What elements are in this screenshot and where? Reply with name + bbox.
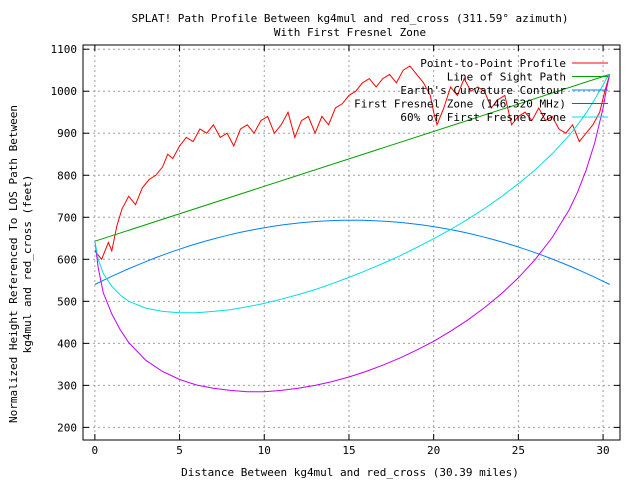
series-line-5 bbox=[94, 74, 611, 314]
x-tick-label: 0 bbox=[92, 444, 99, 457]
x-tick-label: 10 bbox=[258, 444, 271, 457]
x-tick-label: 30 bbox=[596, 444, 609, 457]
y-tick-label: 800 bbox=[57, 169, 77, 182]
legend-label-3: Earth's Curvature Contour bbox=[400, 84, 566, 97]
legend-label-5: 60% of First Fresnel Zone bbox=[400, 111, 566, 124]
series-line-1 bbox=[94, 65, 611, 261]
legend-label-1: Point-to-Point Profile bbox=[420, 57, 566, 70]
y-tick-label: 1000 bbox=[51, 85, 78, 98]
x-tick-label: 25 bbox=[512, 444, 525, 457]
legend-label-4: First Fresnel Zone (146.520 MHz) bbox=[354, 98, 566, 111]
series-layer bbox=[94, 65, 611, 393]
x-tick-label: 20 bbox=[427, 444, 440, 457]
series-line-4 bbox=[94, 74, 611, 393]
axis-tick-labels: 0 5 10 15 20 25 30 200 300 400 500 600 700 800 900 1000… bbox=[51, 43, 610, 457]
y-tick-label: 500 bbox=[57, 295, 77, 308]
chart-subtitle: With First Fresnel Zone bbox=[274, 26, 426, 39]
x-axis-label: Distance Between kg4mul and red_cross (3… bbox=[181, 466, 519, 479]
y-tick-label: 200 bbox=[57, 421, 77, 434]
x-tick-label: 5 bbox=[176, 444, 183, 457]
chart-title: SPLAT! Path Profile Between kg4mul and r… bbox=[131, 12, 568, 25]
y-axis-label-line2: kg4mul and red_cross (feet) bbox=[21, 175, 34, 354]
y-tick-label: 300 bbox=[57, 379, 77, 392]
series-line-2 bbox=[94, 73, 610, 242]
y-tick-label: 400 bbox=[57, 337, 77, 350]
plot-frame bbox=[82, 44, 621, 441]
y-tick-label: 1100 bbox=[51, 43, 78, 56]
series-line-3 bbox=[94, 219, 610, 285]
y-axis-label-line1: Normalized Height Referenced To LOS Path… bbox=[7, 105, 20, 423]
y-tick-label: 600 bbox=[57, 253, 77, 266]
y-tick-label: 900 bbox=[57, 127, 77, 140]
axis-ticks bbox=[83, 45, 620, 440]
x-tick-label: 15 bbox=[342, 444, 355, 457]
y-tick-label: 700 bbox=[57, 211, 77, 224]
legend-label-2: Line of Sight Path bbox=[447, 71, 566, 84]
